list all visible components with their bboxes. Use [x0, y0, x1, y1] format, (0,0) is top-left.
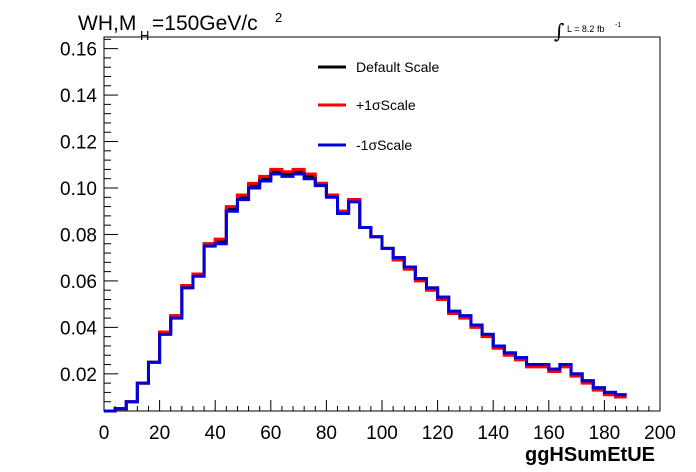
x-axis: 0 20 40 60 80 100 120 140 160 180 200 — [99, 400, 676, 444]
x-tick-label: 40 — [205, 423, 226, 444]
legend-label-default: Default Scale — [356, 59, 439, 75]
y-tick-label: 0.06 — [60, 272, 97, 293]
luminosity-label: ∫ L = 8.2 fb -1 — [554, 19, 621, 43]
series-line-2 — [104, 172, 627, 413]
series-layer — [104, 167, 627, 413]
title-subscript: H — [140, 28, 149, 43]
plot-frame — [103, 36, 661, 412]
luminosity-text: L = 8.2 fb — [567, 24, 604, 34]
x-axis-label: ggHSumEtUE — [525, 444, 655, 466]
x-tick-label: 80 — [316, 423, 337, 444]
legend: Default Scale +1σScale -1σScale — [318, 59, 439, 153]
x-tick-label: 100 — [366, 423, 398, 444]
y-tick-label: 0.04 — [60, 318, 97, 339]
y-tick-label: 0.08 — [60, 225, 97, 246]
x-tick-label: 180 — [589, 423, 621, 444]
title-superscript: 2 — [275, 10, 282, 25]
x-tick-label: 140 — [477, 423, 509, 444]
y-tick-label: 0.16 — [60, 40, 97, 61]
title-main: WH,M — [78, 12, 136, 35]
x-tick-label: 20 — [149, 423, 170, 444]
y-tick-label: 0.12 — [60, 133, 97, 154]
x-tick-label: 120 — [422, 423, 454, 444]
x-tick-label: 200 — [644, 423, 676, 444]
y-tick-label: 0.14 — [60, 86, 97, 107]
x-tick-label: 60 — [260, 423, 281, 444]
y-tick-label: 0.02 — [60, 365, 97, 386]
y-tick-label: 0.10 — [60, 179, 97, 200]
legend-label-minus: -1σScale — [356, 137, 412, 153]
y-axis: 0.02 0.04 0.06 0.08 0.10 0.12 0.14 0.16 — [60, 38, 118, 412]
legend-label-plus: +1σScale — [356, 97, 416, 113]
title-main-rest: =150GeV/c — [152, 12, 258, 35]
x-tick-label: 0 — [99, 423, 110, 444]
chart-title: WH,M H =150GeV/c 2 — [78, 10, 282, 43]
integral-sign: ∫ — [554, 19, 564, 43]
x-tick-label: 160 — [533, 423, 565, 444]
luminosity-superscript: -1 — [615, 22, 621, 29]
